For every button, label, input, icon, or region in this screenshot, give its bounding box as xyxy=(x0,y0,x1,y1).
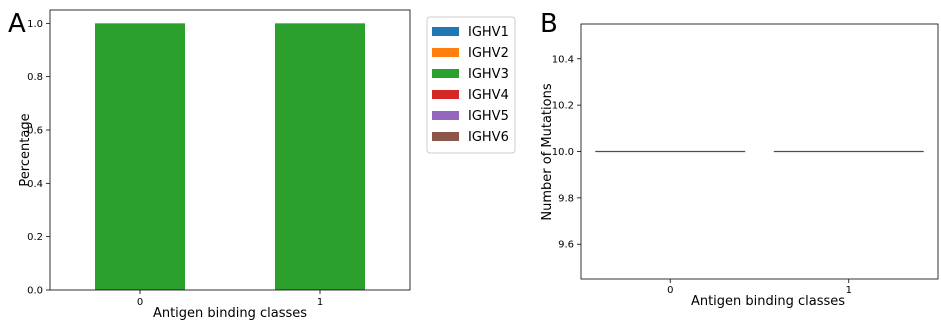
chart-a-ytick-label: 0.0 xyxy=(27,286,43,297)
chart-a-xtick-label: 0 xyxy=(137,297,143,308)
chart-a-ytick-label: 0.4 xyxy=(27,179,43,190)
chart-b-ylabel: Number of Mutations xyxy=(540,83,555,220)
legend-swatch-ighv6 xyxy=(432,132,459,141)
chart-a-ytick-label: 1.0 xyxy=(27,19,43,30)
chart-b-xtick-label: 1 xyxy=(846,285,852,296)
chart-a-frame xyxy=(49,9,411,291)
bar-ighv3-1 xyxy=(275,23,365,290)
bar-ighv3-0 xyxy=(95,23,185,290)
panel-letter-a: A xyxy=(8,9,26,39)
chart-b-ytick-label: 10.4 xyxy=(552,54,574,65)
chart-b-ytick-label: 10.0 xyxy=(552,147,574,158)
chart-a-legend: IGHV1 IGHV2 IGHV3 IGHV4 IGHV5 IGHV6 xyxy=(426,16,516,154)
legend-label-ighv6: IGHV6 xyxy=(468,130,509,145)
chart-b-ytick-label: 9.8 xyxy=(558,193,574,204)
legend-swatch-ighv3 xyxy=(432,69,459,78)
chart-b-xtick-label: 0 xyxy=(667,285,673,296)
legend-swatch-ighv1 xyxy=(432,27,459,36)
chart-b-frame xyxy=(580,23,939,280)
chart-b-ytick-label: 9.6 xyxy=(558,240,574,251)
legend-swatch-ighv4 xyxy=(432,90,459,99)
legend-label-ighv5: IGHV5 xyxy=(468,109,509,124)
chart-a-xlabel: Antigen binding classes xyxy=(153,306,307,320)
chart-a-ytick-label: 0.2 xyxy=(27,232,43,243)
chart-a-ytick-label: 0.8 xyxy=(27,72,43,83)
legend-label-ighv2: IGHV2 xyxy=(468,46,509,61)
legend-label-ighv3: IGHV3 xyxy=(468,67,509,82)
legend-swatch-ighv5 xyxy=(432,111,459,120)
chart-b: 0 1 9.6 9.8 10.0 10.2 10.4 xyxy=(552,23,939,296)
legend-swatch-ighv2 xyxy=(432,48,459,57)
panel-letter-b: B xyxy=(540,9,558,39)
legend-label-ighv4: IGHV4 xyxy=(468,88,509,103)
chart-a: 0 1 0.0 0.2 0.4 0.6 0.8 1.0 xyxy=(27,9,411,308)
chart-b-ytick-label: 10.2 xyxy=(552,101,574,112)
chart-a-ytick-label: 0.6 xyxy=(27,126,43,137)
legend-label-ighv1: IGHV1 xyxy=(468,25,509,40)
chart-b-xlabel: Antigen binding classes xyxy=(691,294,845,309)
chart-a-xtick-label: 1 xyxy=(317,297,323,308)
chart-a-ylabel: Percentage xyxy=(18,113,33,186)
